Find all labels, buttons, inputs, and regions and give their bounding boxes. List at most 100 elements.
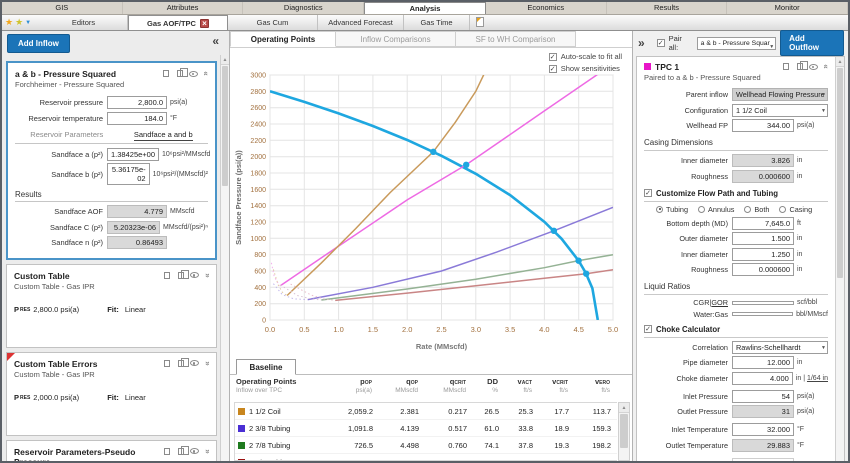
visibility-icon[interactable] <box>189 272 199 278</box>
table-scrollbar[interactable]: ▲ <box>618 402 630 461</box>
tab-operating-points[interactable]: Operating Points <box>230 31 336 47</box>
table-column-header[interactable]: vACT ft/s <box>517 377 532 394</box>
radio-both[interactable]: Both <box>744 205 769 214</box>
choke-calculator-option[interactable]: ✓ Choke Calculator <box>644 325 828 338</box>
menu-item-results[interactable]: Results <box>607 2 728 14</box>
copy-icon[interactable] <box>163 359 170 367</box>
expand-card-icon[interactable]: « <box>202 360 212 366</box>
reservoir-temperature-input[interactable]: 184.0 <box>107 111 167 125</box>
radio-annulus[interactable]: Annulus <box>698 205 734 214</box>
inflow-card-pseudo-pressure[interactable]: Reservoir Parameters-Pseudo Pressure For… <box>6 439 217 461</box>
scroll-up-icon[interactable]: ▲ <box>619 403 629 413</box>
parent-inflow-select[interactable]: Wellhead Flowing Pressure ▼ <box>732 88 828 101</box>
table-column-header[interactable]: vERO ft/s <box>594 377 610 394</box>
inlet-pressure-input[interactable]: 54 <box>732 389 794 403</box>
scroll-up-icon[interactable]: ▲ <box>221 55 229 65</box>
new-worksheet-icon[interactable] <box>476 17 484 27</box>
cgr-input[interactable] <box>732 300 794 305</box>
scrollbar-thumb[interactable] <box>222 66 228 186</box>
menu-item-attributes[interactable]: Attributes <box>123 2 244 14</box>
table-column-header[interactable]: pOP psi(a) <box>355 377 372 394</box>
worksheet-dropdown-icon[interactable]: ▼ <box>25 19 32 26</box>
expand-card-icon[interactable]: « <box>202 272 212 278</box>
table-row[interactable]: 2 3/8 Tubing 1,091.8 4.139 0.517 61.0 33.8 18.… <box>235 420 617 437</box>
operating-point-marker[interactable] <box>463 161 470 168</box>
configuration-select[interactable]: 1 1/2 Coil ▼ <box>732 103 828 117</box>
visibility-icon[interactable] <box>189 360 199 366</box>
table-row[interactable]: 3 1/2 Tubing566.94.6090.95679.839.719.42… <box>235 454 617 460</box>
inner-diameter-input[interactable]: 1.250 <box>732 247 794 261</box>
sandface-a-input[interactable]: 1.38425e+00 <box>107 147 160 161</box>
choke-unit-toggle-link[interactable]: 1/64 in <box>806 374 828 382</box>
collapse-right-panel-icon[interactable]: » <box>638 36 645 50</box>
pair-all-checkbox[interactable]: ✓ <box>656 39 665 47</box>
tab-gas-time[interactable]: Gas Time <box>404 15 470 30</box>
add-inflow-button[interactable]: Add Inflow <box>7 34 70 53</box>
tab-inflow-comparisons[interactable]: Inflow Comparisons <box>336 31 456 47</box>
collapse-left-panel-icon[interactable]: « <box>212 34 219 48</box>
tab-gas-cum[interactable]: Gas Cum <box>228 15 318 30</box>
table-column-header[interactable]: qCRIT MMscfd <box>443 377 466 394</box>
copy-icon[interactable] <box>782 63 789 70</box>
collapse-card-icon[interactable]: « <box>201 71 211 76</box>
menu-item-economics[interactable]: Economics <box>486 2 607 14</box>
choke-diameter-input[interactable]: 4.000 <box>732 371 793 385</box>
customize-flow-path-option[interactable]: ✓ Customize Flow Path and Tubing <box>644 189 828 202</box>
pair-all-dropdown[interactable]: a & b - Pressure Squar ▼ <box>696 36 777 50</box>
duplicate-icon[interactable] <box>177 269 189 279</box>
autoscale-option[interactable]: ✓ Auto-scale to fit all <box>548 52 622 61</box>
expand-card-icon[interactable]: « <box>202 448 212 454</box>
pipe-diameter-input[interactable]: 12.000 <box>732 356 794 369</box>
radio-casing[interactable]: Casing <box>779 205 812 214</box>
checkbox-checked-icon[interactable]: ✓ <box>644 189 652 197</box>
tubing-roughness-input[interactable]: 0.000600 <box>732 263 794 276</box>
duplicate-icon[interactable] <box>177 445 189 455</box>
menu-item-diagnostics[interactable]: Diagnostics <box>243 2 365 14</box>
add-outflow-button[interactable]: Add Outflow <box>780 30 844 56</box>
bottom-depth-input[interactable]: 7,645.0 <box>732 216 794 230</box>
outflow-card-scrollbar[interactable]: ▲ <box>835 57 844 461</box>
checkbox-checked-icon[interactable]: ✓ <box>548 52 557 61</box>
copy-icon[interactable] <box>163 447 170 455</box>
tab-editors[interactable]: Editors <box>40 15 128 30</box>
visibility-icon[interactable] <box>808 63 818 70</box>
gor-toggle-link[interactable]: GOR <box>711 298 728 307</box>
menu-item-analysis[interactable]: Analysis <box>364 2 486 14</box>
sandface-b-input[interactable]: 5.36175e-02 <box>107 163 150 185</box>
copy-icon[interactable] <box>163 271 170 279</box>
show-sensitivities-option[interactable]: ✓ Show sensitivities <box>548 64 620 73</box>
inflow-card-custom-table-errors[interactable]: Custom Table Errors Custom Table - Gas I… <box>6 351 217 436</box>
operating-point-marker[interactable] <box>550 227 558 234</box>
duplicate-icon[interactable] <box>176 68 188 77</box>
table-column-header[interactable]: vCRIT ft/s <box>552 377 568 394</box>
tab-sf-to-wh-comparison[interactable]: SF to WH Comparison <box>456 31 576 47</box>
correlation-select[interactable]: Rawlins-Schellhardt ▼ <box>732 340 828 354</box>
table-column-header[interactable]: DD% <box>487 377 498 394</box>
favorite-star-icon[interactable]: ★ <box>5 17 14 27</box>
tab-gas-aof-tpc[interactable]: Gas AOF/TPC × <box>128 15 228 30</box>
duplicate-icon[interactable] <box>796 61 808 70</box>
table-column-header[interactable]: Operating Points Inflow over TPC <box>236 377 297 394</box>
menu-item-monitor[interactable]: Monitor <box>727 2 848 14</box>
tab-advanced-forecast[interactable]: Advanced Forecast <box>318 15 404 30</box>
outflow-card-tpc1[interactable]: TPC 1 « Paired to a & b - Pressure Squar… <box>636 56 845 461</box>
visibility-icon[interactable] <box>189 448 199 454</box>
operating-point-marker[interactable] <box>430 148 437 155</box>
visibility-icon[interactable] <box>188 70 198 77</box>
copy-icon[interactable] <box>162 70 169 77</box>
favorite-star-alt-icon[interactable]: ★ <box>15 17 24 27</box>
checkbox-checked-icon[interactable]: ✓ <box>644 325 652 333</box>
tab-sandface-a-and-b[interactable]: Sandface a and b <box>133 129 193 141</box>
inflow-list-scrollbar[interactable]: ▲ <box>220 55 229 461</box>
tab-reservoir-parameters[interactable]: Reservoir Parameters <box>30 129 104 139</box>
scrollbar-thumb[interactable] <box>837 68 843 278</box>
duplicate-icon[interactable] <box>177 357 189 367</box>
water-gas-input[interactable] <box>732 312 794 316</box>
table-row[interactable]: 1 1/2 Coil 2,059.2 2.381 0.217 26.5 25.3 17.7 1… <box>235 403 617 420</box>
inlet-temperature-input[interactable]: 32.000 <box>732 423 794 436</box>
table-column-header[interactable]: qOP MMscfd <box>395 377 418 394</box>
radio-tubing[interactable]: Tubing <box>656 205 688 214</box>
operating-point-marker[interactable] <box>583 270 590 277</box>
collapse-card-icon[interactable]: « <box>821 64 831 69</box>
